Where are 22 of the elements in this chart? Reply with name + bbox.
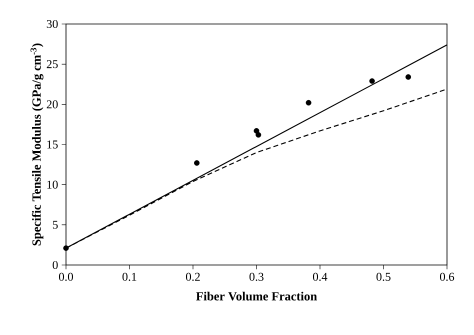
x-tick-label: 0.3 bbox=[249, 272, 264, 281]
y-tick-label: 25 bbox=[46, 60, 58, 68]
x-tick-label: 0.5 bbox=[376, 272, 391, 281]
y-axis-title: Specific Tensile Modulus (GPa/g cm$^{-3}$) bbox=[30, 44, 44, 246]
point bbox=[194, 160, 200, 166]
y-tick-label: 20 bbox=[46, 100, 58, 108]
x-tick-label: 0.6 bbox=[440, 272, 454, 281]
point bbox=[256, 132, 262, 138]
point bbox=[63, 245, 69, 251]
y-tick-label: 10 bbox=[47, 180, 58, 189]
x-tick-label: 0.0 bbox=[58, 272, 74, 281]
y-tick-label: 15 bbox=[47, 140, 58, 148]
x-tick-label: 0.4 bbox=[312, 272, 328, 281]
y-tick-label: 30 bbox=[46, 20, 58, 28]
y-tick-label: 5 bbox=[52, 220, 58, 229]
y-tick-label: 0 bbox=[52, 260, 58, 270]
point bbox=[405, 74, 412, 80]
point bbox=[306, 100, 312, 106]
point bbox=[369, 78, 375, 84]
x-axis-title: Fiber Volume Fraction bbox=[196, 292, 317, 301]
x-tick-label: 0.1 bbox=[122, 272, 136, 281]
x-tick-label: 0.2 bbox=[186, 272, 200, 281]
